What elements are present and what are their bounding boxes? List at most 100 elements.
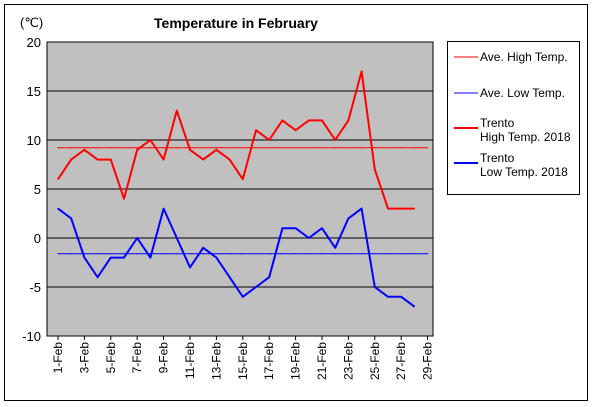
- x-tick-label: 7-Feb: [130, 342, 144, 374]
- data-point: [97, 253, 99, 255]
- data-point: [400, 208, 402, 210]
- data-point: [97, 147, 99, 149]
- y-tick-label: -5: [29, 280, 41, 295]
- data-point: [334, 253, 336, 255]
- data-point: [149, 139, 151, 141]
- series-line: [57, 70, 415, 210]
- x-tick-label: 13-Feb: [209, 342, 223, 380]
- data-point: [242, 253, 244, 255]
- data-point: [413, 208, 415, 210]
- data-point: [202, 147, 204, 149]
- data-point: [149, 147, 151, 149]
- data-point: [215, 147, 217, 149]
- data-point: [229, 253, 231, 255]
- data-point: [176, 237, 178, 239]
- data-point: [281, 253, 283, 255]
- data-point: [189, 253, 191, 255]
- data-point: [163, 253, 165, 255]
- data-point: [123, 147, 125, 149]
- data-point: [374, 147, 376, 149]
- data-point: [334, 139, 336, 141]
- x-tick-label: 5-Feb: [104, 342, 118, 374]
- series-3: [57, 207, 415, 308]
- legend-label: Ave. Low Temp.: [480, 86, 565, 100]
- y-tick-label: 5: [34, 182, 41, 197]
- data-point: [387, 296, 389, 298]
- data-point: [347, 119, 349, 121]
- data-point: [229, 159, 231, 161]
- data-point: [295, 147, 297, 149]
- data-point: [281, 147, 283, 149]
- data-point: [400, 296, 402, 298]
- x-tick-label: 27-Feb: [394, 342, 408, 380]
- data-point: [215, 257, 217, 259]
- data-point: [268, 276, 270, 278]
- data-point: [347, 217, 349, 219]
- data-point: [57, 178, 59, 180]
- x-tick-label: 17-Feb: [262, 342, 276, 380]
- data-point: [176, 110, 178, 112]
- data-point: [149, 257, 151, 259]
- y-tick-label: 10: [27, 133, 41, 148]
- data-point: [361, 208, 363, 210]
- data-point: [57, 147, 59, 149]
- x-tick-label: 25-Feb: [368, 342, 382, 380]
- data-point: [70, 253, 72, 255]
- data-point: [295, 227, 297, 229]
- x-tick-label: 23-Feb: [341, 342, 355, 380]
- data-point: [321, 119, 323, 121]
- x-tick-label: 29-Feb: [421, 342, 435, 380]
- chart-title: Temperature in February: [154, 15, 318, 31]
- data-point: [308, 119, 310, 121]
- grid-lines: [47, 90, 433, 288]
- data-point: [295, 129, 297, 131]
- data-point: [361, 147, 363, 149]
- data-point: [281, 227, 283, 229]
- data-point: [242, 147, 244, 149]
- data-point: [123, 198, 125, 200]
- data-point: [163, 147, 165, 149]
- data-point: [57, 253, 59, 255]
- data-point: [374, 253, 376, 255]
- y-axis-ticks: 20 15 10 5 0 -5 -10: [22, 35, 41, 344]
- x-tick-label: 15-Feb: [236, 342, 250, 380]
- data-point: [347, 147, 349, 149]
- data-point: [83, 149, 85, 151]
- data-point: [255, 253, 257, 255]
- series-2: [57, 70, 415, 210]
- data-point: [400, 253, 402, 255]
- x-tick-label: 9-Feb: [157, 342, 171, 374]
- data-point: [136, 253, 138, 255]
- data-point: [83, 147, 85, 149]
- unit-label: (℃): [20, 15, 43, 30]
- data-point: [242, 296, 244, 298]
- data-point: [123, 253, 125, 255]
- data-point: [413, 306, 415, 308]
- data-point: [255, 286, 257, 288]
- data-point: [361, 70, 363, 72]
- series-line: [57, 207, 415, 308]
- data-point: [110, 257, 112, 259]
- data-point: [215, 253, 217, 255]
- data-point: [189, 266, 191, 268]
- data-point: [413, 147, 415, 149]
- data-point: [347, 253, 349, 255]
- data-point: [97, 159, 99, 161]
- x-tick-label: 11-Feb: [183, 342, 197, 379]
- data-point: [387, 253, 389, 255]
- data-point: [136, 237, 138, 239]
- series-1: [57, 253, 429, 255]
- legend-label: Ave. High Temp.: [480, 50, 568, 64]
- data-point: [268, 139, 270, 141]
- data-point: [70, 159, 72, 161]
- data-point: [202, 253, 204, 255]
- data-point: [387, 147, 389, 149]
- y-tick-label: 15: [27, 84, 41, 99]
- data-point: [413, 253, 415, 255]
- data-point: [242, 178, 244, 180]
- data-point: [268, 147, 270, 149]
- data-point: [189, 149, 191, 151]
- data-point: [308, 253, 310, 255]
- series-0: [57, 147, 429, 149]
